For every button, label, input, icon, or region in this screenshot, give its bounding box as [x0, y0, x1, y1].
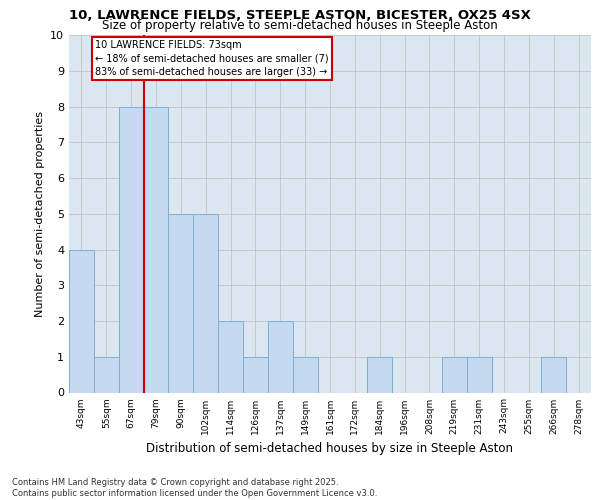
- Bar: [143, 106, 169, 393]
- Bar: [268, 321, 293, 392]
- Bar: [541, 357, 566, 392]
- Bar: [293, 357, 317, 392]
- Bar: [94, 357, 119, 392]
- X-axis label: Distribution of semi-detached houses by size in Steeple Aston: Distribution of semi-detached houses by …: [146, 442, 514, 455]
- Bar: [367, 357, 392, 392]
- Bar: [193, 214, 218, 392]
- Text: 10, LAWRENCE FIELDS, STEEPLE ASTON, BICESTER, OX25 4SX: 10, LAWRENCE FIELDS, STEEPLE ASTON, BICE…: [69, 9, 531, 22]
- Bar: [218, 321, 243, 392]
- Bar: [243, 357, 268, 392]
- Bar: [119, 106, 143, 393]
- Bar: [169, 214, 193, 392]
- Bar: [69, 250, 94, 392]
- Bar: [442, 357, 467, 392]
- Y-axis label: Number of semi-detached properties: Number of semi-detached properties: [35, 111, 44, 317]
- Bar: [467, 357, 491, 392]
- Text: 10 LAWRENCE FIELDS: 73sqm
← 18% of semi-detached houses are smaller (7)
83% of s: 10 LAWRENCE FIELDS: 73sqm ← 18% of semi-…: [95, 40, 329, 77]
- Text: Size of property relative to semi-detached houses in Steeple Aston: Size of property relative to semi-detach…: [102, 19, 498, 32]
- Text: Contains HM Land Registry data © Crown copyright and database right 2025.
Contai: Contains HM Land Registry data © Crown c…: [12, 478, 377, 498]
